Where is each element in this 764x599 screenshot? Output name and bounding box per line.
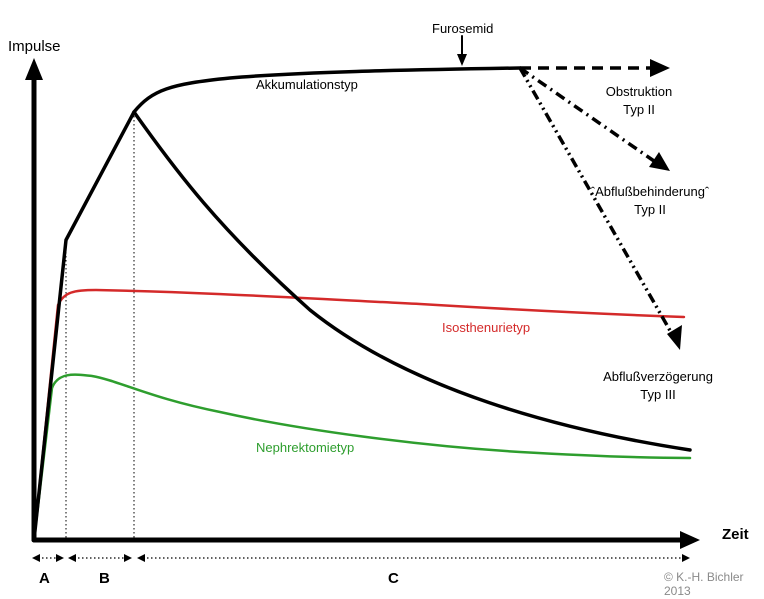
x-axis-label: Zeit [722,526,749,543]
furosemid-label: Furosemid [432,21,494,36]
abflussverzoegerung-dashdotdot-curve [518,67,674,335]
nephrektomietyp-label: Nephrektomietyp [256,440,355,455]
isosthenurietyp-label: Isosthenurietyp [442,320,531,335]
abflussbehinderung-line-2: Typ II [634,202,666,217]
copyright-notice: © K.-H. Bichler 2013 [664,570,744,598]
y-axis-label: Impulse [8,38,61,55]
phase-a-span-right-head [56,554,64,562]
phase-c-label: C [388,570,399,587]
plot-area [25,35,700,562]
phase-c-span-left-head [137,554,145,562]
obstruktion-label: Obstruktion Typ II [592,84,686,117]
phase-b-span-left-head [68,554,76,562]
nephrektomietyp-curve [32,373,692,542]
abflussbehinderung-line-1: ˆAbflußbehinderungˆ [590,184,710,199]
phase-b-label: B [99,570,110,587]
obstruktion-line-1: Obstruktion [605,84,673,99]
furosemid-arrowhead [457,54,467,66]
phase-a-label: A [39,570,50,587]
abflussverzoegerung-label: Abflußverzögerung Typ III [592,369,724,402]
phase-a-span-left-head [32,554,40,562]
abflussverzoegerung-curve [132,110,692,452]
abflussbehinderung-arrowhead [649,152,670,171]
abflussverzoegerung-line-2: Typ III [640,387,676,402]
x-axis-arrowhead [680,531,700,549]
phase-b-span-right-head [124,554,132,562]
y-axis-arrowhead [25,58,43,80]
abflussverzoegerung-arrowhead [667,325,682,350]
copyright-line-1: © K.-H. Bichler [664,570,744,584]
copyright-line-2: 2013 [664,584,691,598]
abflussbehinderung-dashdot-curve [519,66,655,163]
abflussbehinderung-label: ˆAbflußbehinderungˆ Typ II [586,184,714,217]
obstruktion-arrowhead [650,59,670,77]
abflussverzoegerung-line-1: Abflußverzögerung [603,369,713,384]
obstruktion-line-2: Typ II [623,102,655,117]
isosthenurietyp-curve [32,288,686,542]
akkumulationstyp-curve [32,66,522,542]
phase-c-span-right-head [682,554,690,562]
akkumulationstyp-label: Akkumulationstyp [256,77,358,92]
